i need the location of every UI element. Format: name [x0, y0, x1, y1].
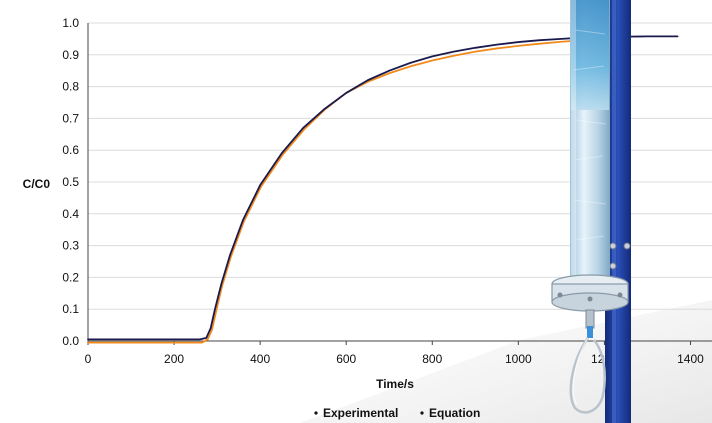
frame-bolt [609, 242, 617, 250]
outlet-fitting [585, 309, 595, 329]
legend-item-experimental: Experimental [323, 406, 398, 420]
y-tick-label: 0.5 [62, 175, 79, 189]
y-tick-label: 0.3 [62, 239, 79, 253]
outlet-connector [587, 326, 593, 338]
y-tick-label: 0.1 [62, 302, 79, 316]
y-tick-label: 0.9 [62, 48, 79, 62]
x-tick-label: 1400 [677, 352, 704, 366]
x-tick-label: 1000 [505, 352, 532, 366]
packing-texture [573, 29, 607, 241]
x-tick-label: 400 [250, 352, 270, 366]
legend-bullet-equation [420, 411, 424, 415]
x-tick-label: 0 [85, 352, 92, 366]
y-tick-label: 0.7 [62, 111, 79, 125]
y-tick-label: 0.0 [62, 334, 79, 348]
x-tick-label: 200 [164, 352, 184, 366]
flange-bolt [557, 292, 563, 298]
y-tick-label: 1.0 [62, 16, 79, 30]
frame-bolt [623, 242, 631, 250]
series-line-equation [87, 37, 627, 344]
saturated-zone [571, 0, 609, 110]
frame-highlight [612, 0, 616, 423]
x-axis-title: Time/s [376, 377, 414, 391]
x-tick-label: 800 [422, 352, 442, 366]
y-tick-label: 0.6 [62, 143, 79, 157]
adsorption-column-photo-icon [551, 0, 631, 423]
frame-bolt [609, 262, 617, 270]
y-tick-label: 0.4 [62, 207, 79, 221]
legend: Experimental Equation [314, 406, 480, 420]
y-tick-labels: 0.0 0.1 0.2 0.3 0.4 0.5 0.6 0.7 0.8 0.9 1.0 [62, 16, 79, 348]
legend-bullet-experimental [314, 411, 318, 415]
flange-bottom [551, 292, 629, 312]
flange-bolt [587, 296, 593, 302]
x-tick-label: 600 [336, 352, 356, 366]
glass-reflection [571, 0, 576, 285]
tubing-highlight [572, 337, 589, 406]
outlet-tubing [569, 337, 606, 414]
legend-item-equation: Equation [429, 406, 480, 420]
flange-bolt [617, 292, 623, 298]
y-tick-label: 0.8 [62, 80, 79, 94]
y-axis-title: C/C0 [23, 177, 51, 191]
y-tick-label: 0.2 [62, 270, 79, 284]
